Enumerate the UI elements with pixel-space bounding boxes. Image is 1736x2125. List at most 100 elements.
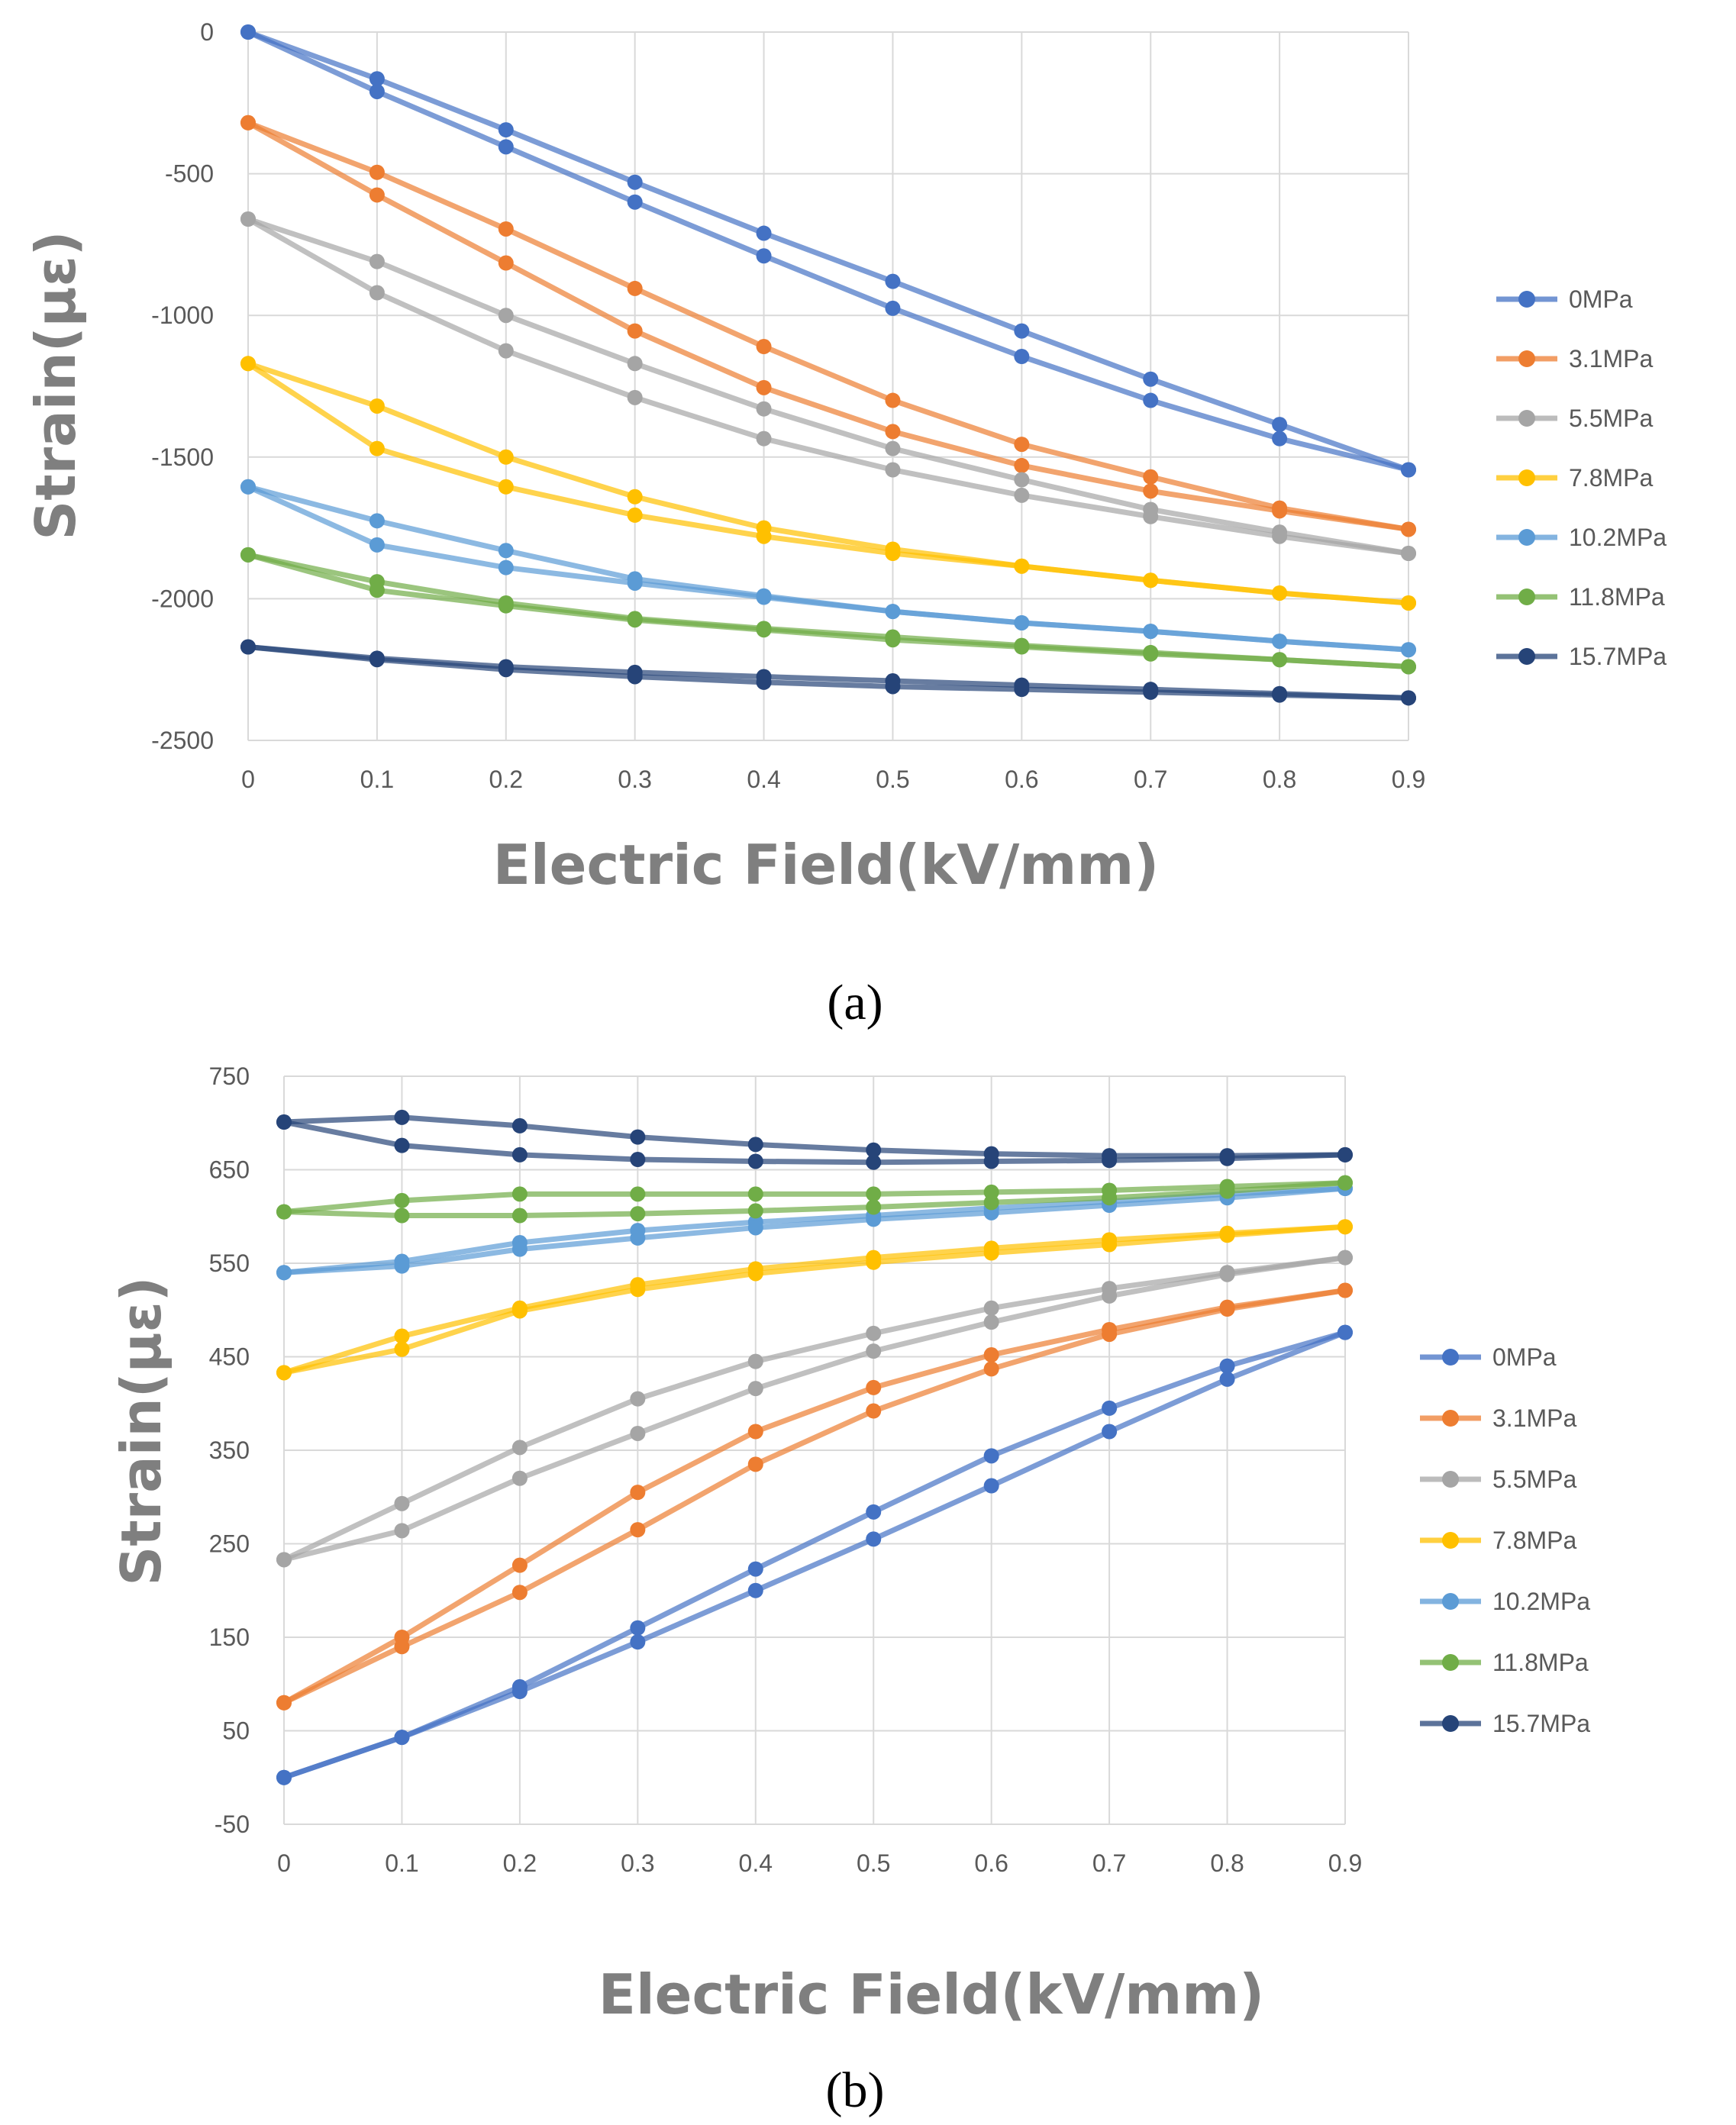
chart-b-point-5.5MPa-down: [511, 1470, 528, 1486]
chart-b-y-tick-label: -50: [215, 1811, 250, 1838]
chart-a-point-0MPa-down: [1014, 349, 1030, 365]
chart-b-point-15.7MPa-down: [1219, 1150, 1235, 1166]
chart-a-point-7.8MPa-down: [756, 528, 772, 544]
chart-a-point-0MPa-up: [756, 225, 772, 241]
legend-label-11.8MPa: 11.8MPa: [1569, 583, 1665, 611]
chart-b-line-7.8MPa-down: [281, 1224, 1348, 1375]
legend-label-5.5MPa: 5.5MPa: [1492, 1466, 1576, 1493]
chart-a-point-5.5MPa-up: [369, 253, 385, 269]
chart-b-point-3.1MPa-down: [276, 1695, 292, 1711]
chart-b-x-tick-label: 0.2: [503, 1849, 537, 1877]
chart-b-x-tick-label: 0: [277, 1849, 291, 1877]
chart-b-y-axis-title: Strain(με): [109, 1276, 173, 1585]
chart-b-point-5.5MPa-down: [276, 1552, 292, 1568]
chart-b-x-tick-label: 0.4: [739, 1849, 773, 1877]
chart-b-point-5.5MPa-up: [511, 1440, 528, 1456]
chart-b-point-0MPa-up: [747, 1561, 763, 1577]
chart-b-point-7.8MPa-up: [394, 1328, 410, 1344]
chart-b-line-11.8MPa-down: [281, 1180, 1348, 1219]
chart-a-point-5.5MPa-down: [1143, 508, 1159, 524]
legend-marker-5.5MPa: [1518, 410, 1535, 427]
legend-marker-0MPa: [1442, 1349, 1459, 1366]
chart-b-point-10.2MPa-down: [511, 1241, 528, 1257]
chart-b-point-3.1MPa-up: [630, 1485, 646, 1501]
chart-a-point-3.1MPa-down: [1272, 503, 1288, 519]
chart-b-point-5.5MPa-down: [747, 1381, 763, 1397]
chart-a-line-11.8MPa-up: [245, 552, 1412, 669]
chart-b-x-tick-label: 0.9: [1328, 1849, 1362, 1877]
chart-a-point-11.8MPa-down: [240, 547, 256, 563]
chart-a-point-11.8MPa-down: [1272, 652, 1288, 668]
chart-a-point-3.1MPa-down: [1401, 521, 1416, 537]
chart-b-point-3.1MPa-up: [747, 1424, 763, 1440]
chart-a-line-0MPa-up: [245, 29, 1412, 473]
chart-b-y-tick-label: 50: [222, 1717, 250, 1745]
chart-a-point-3.1MPa-down: [627, 323, 643, 339]
chart-a-point-15.7MPa-down: [1014, 682, 1030, 698]
chart-b-point-7.8MPa-down: [1337, 1219, 1353, 1235]
chart-a-point-10.2MPa-down: [1014, 614, 1030, 630]
chart-b-point-0MPa-down: [747, 1582, 763, 1598]
chart-b-point-7.8MPa-down: [630, 1282, 646, 1298]
chart-b-legend: 0MPa 3.1MPa 5.5MPa 7.8MPa 10.2MPa 11.8MPa 15.7…: [1420, 1343, 1590, 1737]
chart-a-point-3.1MPa-up: [756, 339, 772, 355]
legend-marker-7.8MPa: [1518, 469, 1535, 486]
chart-b-line-0MPa-down: [281, 1330, 1348, 1781]
chart-b-point-10.2MPa-down: [747, 1220, 763, 1236]
chart-b-point-0MPa-up: [630, 1620, 646, 1636]
chart-b-point-11.8MPa-down: [511, 1208, 528, 1224]
chart-b-line-3.1MPa-up: [281, 1288, 1348, 1706]
chart-b-series-11.8MPa: [276, 1175, 1353, 1224]
chart-b-point-11.8MPa-down: [1102, 1190, 1118, 1206]
chart-a-series-0MPa: [240, 24, 1416, 478]
chart-b-point-3.1MPa-down: [394, 1639, 410, 1655]
chart-a-point-7.8MPa-down: [627, 507, 643, 523]
chart-b-point-11.8MPa-up: [747, 1186, 763, 1202]
chart-a-point-11.8MPa-down: [369, 582, 385, 598]
chart-b-point-5.5MPa-up: [747, 1353, 763, 1369]
chart-b-point-11.8MPa-down: [983, 1195, 999, 1211]
chart-b-y-tick-label: 650: [209, 1156, 250, 1184]
chart-a-line-5.5MPa-up: [245, 216, 1412, 556]
chart-b-line-15.7MPa-up: [281, 1114, 1348, 1159]
chart-a-y-tick-label: -1000: [151, 301, 214, 329]
chart-a-x-tick-label: 0.6: [1005, 766, 1038, 793]
chart-b-point-0MPa-up: [866, 1504, 882, 1520]
chart-a-series-10.2MPa: [240, 479, 1416, 658]
chart-b-y-tick-label: 250: [209, 1530, 250, 1558]
chart-a-point-15.7MPa-down: [756, 674, 772, 690]
chart-b-point-11.8MPa-up: [866, 1186, 882, 1202]
legend-label-5.5MPa: 5.5MPa: [1569, 405, 1653, 432]
chart-a-line-11.8MPa-down: [245, 552, 1412, 669]
chart-a-series-7.8MPa: [240, 356, 1416, 611]
chart-a-x-tick-label: 0: [241, 766, 255, 793]
chart-a-point-15.7MPa-down: [498, 662, 514, 678]
chart-a-point-7.8MPa-down: [498, 479, 514, 495]
chart-b-line-15.7MPa-down: [281, 1119, 1348, 1166]
chart-a-point-0MPa-down: [627, 194, 643, 210]
chart-a-x-tick-label: 0.2: [489, 766, 523, 793]
chart-b-line-10.2MPa-up: [281, 1185, 1348, 1275]
chart-b-point-15.7MPa-down: [1102, 1153, 1118, 1169]
chart-a-point-5.5MPa-down: [627, 389, 643, 405]
chart-b-x-tick-label: 0.1: [385, 1849, 418, 1877]
chart-a-point-5.5MPa-up: [885, 440, 901, 456]
legend-label-15.7MPa: 15.7MPa: [1492, 1710, 1590, 1737]
chart-a-point-0MPa-down: [369, 83, 385, 99]
chart-b-point-3.1MPa-down: [630, 1522, 646, 1538]
chart-a-line-7.8MPa-up: [245, 360, 1412, 606]
chart-b-panel-label: (b): [826, 2062, 885, 2118]
chart-b-series-7.8MPa: [276, 1219, 1353, 1381]
chart-b-point-3.1MPa-down: [1337, 1282, 1353, 1298]
chart-a-point-5.5MPa-down: [1401, 546, 1416, 562]
chart-b-point-11.8MPa-down: [276, 1204, 292, 1220]
chart-a-series: [240, 24, 1416, 706]
chart-b-point-11.8MPa-up: [394, 1192, 410, 1208]
chart-b-point-0MPa-down: [276, 1769, 292, 1785]
chart-a-legend: 0MPa 3.1MPa 5.5MPa 7.8MPa 10.2MPa 11.8MPa 15.7…: [1496, 285, 1667, 670]
chart-b-point-0MPa-down: [866, 1531, 882, 1547]
chart-a-line-0MPa-down: [245, 29, 1412, 473]
chart-a-point-0MPa-up: [369, 71, 385, 87]
chart-b-point-5.5MPa-down: [1219, 1266, 1235, 1282]
chart-b-point-10.2MPa-down: [394, 1258, 410, 1274]
